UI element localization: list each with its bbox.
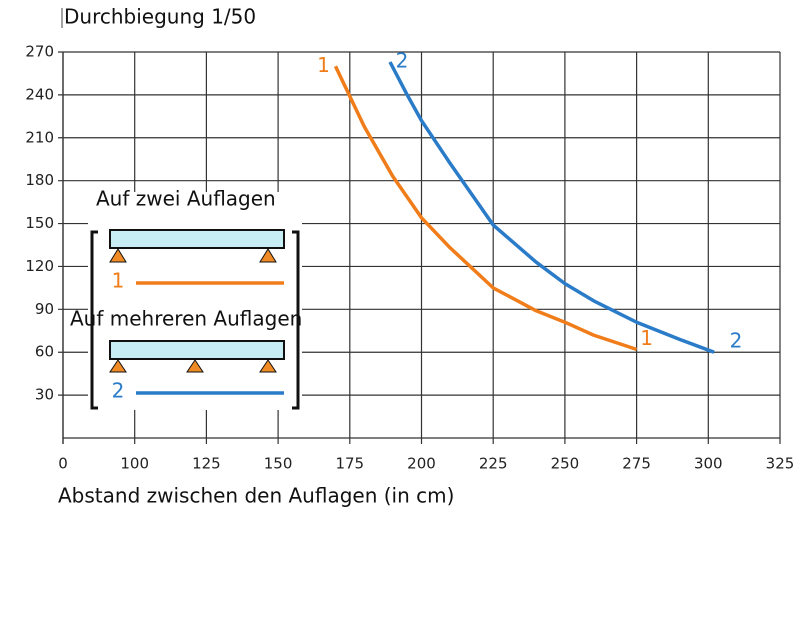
inset-title: Auf zwei Auflagen <box>96 187 276 211</box>
x-tick-label: 275 <box>622 455 651 473</box>
x-tick-label: 150 <box>264 455 293 473</box>
support <box>109 248 127 263</box>
beam <box>109 340 285 360</box>
inset-legend: Auf zwei Auflagen Auf mehreren Auflagen … <box>70 187 302 410</box>
inset-title: Auf mehreren Auflagen <box>70 307 302 331</box>
series-line <box>388 61 715 354</box>
series-label: 1 <box>640 326 653 350</box>
legend-label: 1 <box>112 269 125 293</box>
inset-background <box>88 192 302 410</box>
inset-bracket <box>90 230 98 410</box>
x-tick-label: 200 <box>407 455 436 473</box>
series-label: 2 <box>396 49 409 73</box>
support <box>186 359 204 373</box>
y-tick-label: 120 <box>25 257 54 275</box>
x-tick-label: 175 <box>335 455 364 473</box>
y-tick-label: 210 <box>25 128 54 146</box>
y-tick-label: 180 <box>25 171 54 189</box>
series-label: 2 <box>730 329 743 353</box>
x-tick-label: 125 <box>192 455 221 473</box>
x-tick-label: 0 <box>58 455 68 473</box>
support <box>109 359 127 373</box>
y-tick-label: 240 <box>25 85 54 103</box>
y-tick-label: 30 <box>35 386 54 404</box>
y-tick-label: 60 <box>35 343 54 361</box>
y-tick-label: 270 <box>25 43 54 61</box>
x-tick-label: 100 <box>120 455 149 473</box>
series-label: 1 <box>317 53 330 77</box>
y-tick-label: 90 <box>35 300 54 318</box>
beam <box>109 229 285 249</box>
chart-title: Durchbiegung 1/50 <box>64 5 256 29</box>
x-tick-label: 300 <box>694 455 723 473</box>
x-tick-label: 325 <box>766 455 795 473</box>
x-tick-label: 250 <box>551 455 580 473</box>
y-tick-label: 150 <box>25 214 54 232</box>
legend-label: 2 <box>112 379 125 403</box>
support <box>259 359 277 373</box>
inset-bracket <box>292 230 300 410</box>
support <box>259 248 277 263</box>
series-line <box>333 65 638 352</box>
x-axis-label: Abstand zwischen den Auflagen (in cm) <box>58 484 454 508</box>
x-tick-label: 225 <box>479 455 508 473</box>
